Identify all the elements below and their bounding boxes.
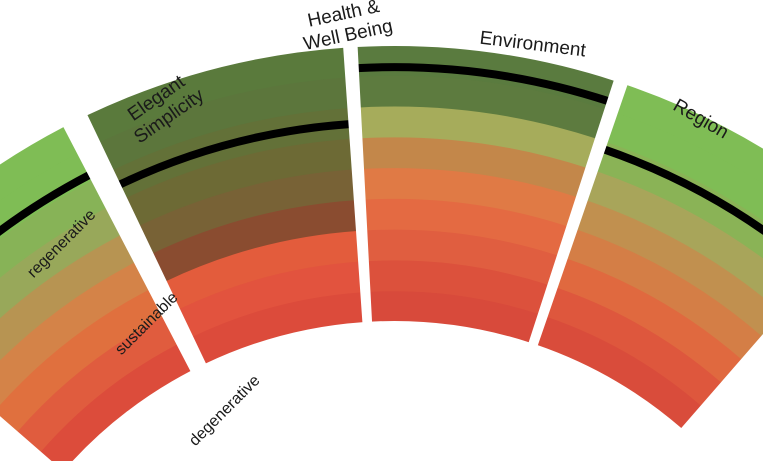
- level-marker: [117, 120, 350, 189]
- color-band: [359, 106, 596, 169]
- segment-outline: [0, 124, 194, 461]
- color-band: [363, 168, 577, 227]
- color-band: [596, 142, 763, 260]
- color-band: [86, 46, 347, 143]
- scale-label-degenerative: degenerative: [186, 372, 264, 450]
- color-band: [125, 138, 353, 227]
- arc-segment-1: [0, 124, 194, 461]
- level-marker: [602, 145, 763, 236]
- color-band: [192, 292, 364, 366]
- color-band: [367, 260, 549, 315]
- color-band: [40, 344, 193, 461]
- color-band: [356, 44, 615, 110]
- arc-segment-2: [84, 45, 365, 367]
- color-band: [616, 83, 763, 185]
- segment-outline: [84, 45, 365, 367]
- color-band: [165, 230, 360, 310]
- color-band: [369, 291, 539, 345]
- color-band: [536, 316, 702, 430]
- color-band: [586, 171, 763, 299]
- arc-segment-3: [355, 44, 617, 345]
- level-marker: [0, 171, 92, 237]
- color-band: [566, 229, 763, 361]
- color-band: [576, 200, 763, 337]
- color-band: [0, 180, 107, 279]
- segment-outline: [535, 82, 763, 431]
- color-band: [546, 287, 722, 407]
- color-band: [556, 258, 742, 384]
- color-band: [361, 137, 587, 198]
- color-band: [0, 207, 121, 320]
- color-band: [358, 75, 606, 140]
- color-band: [364, 198, 568, 257]
- color-band: [99, 77, 349, 171]
- segment-outline: [355, 44, 617, 345]
- color-band: [0, 262, 150, 407]
- color-band: [178, 261, 362, 338]
- color-band: [16, 316, 178, 453]
- color-band: [152, 200, 358, 282]
- level-marker: [357, 63, 610, 105]
- color-band: [0, 125, 79, 202]
- color-band: [606, 113, 763, 222]
- color-band: [0, 289, 164, 433]
- color-band: [366, 229, 558, 286]
- arc-segment-4: [535, 82, 763, 431]
- arc-segments: [0, 44, 763, 461]
- color-band: [139, 169, 355, 255]
